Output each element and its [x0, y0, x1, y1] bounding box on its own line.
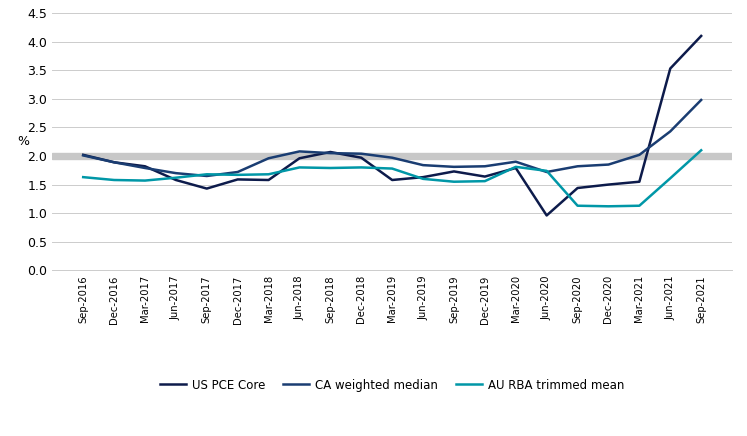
AU RBA trimmed mean [357, 165, 366, 170]
Line: AU RBA trimmed mean: AU RBA trimmed mean [83, 150, 701, 206]
CA weighted median [295, 149, 304, 154]
US PCE Core [171, 177, 180, 183]
CA weighted median [357, 151, 366, 157]
AU RBA trimmed mean [326, 165, 335, 170]
US PCE Core [511, 165, 520, 170]
CA weighted median [480, 164, 489, 169]
CA weighted median [418, 163, 427, 168]
AU RBA trimmed mean [388, 166, 397, 171]
CA weighted median [202, 174, 211, 179]
AU RBA trimmed mean [78, 174, 87, 180]
CA weighted median [171, 170, 180, 176]
Y-axis label: %: % [17, 135, 29, 148]
CA weighted median [511, 159, 520, 164]
CA weighted median [542, 169, 551, 174]
US PCE Core [666, 66, 675, 71]
CA weighted median [110, 160, 119, 165]
US PCE Core [140, 164, 149, 169]
AU RBA trimmed mean [202, 172, 211, 177]
AU RBA trimmed mean [110, 177, 119, 183]
AU RBA trimmed mean [542, 168, 551, 174]
CA weighted median [573, 164, 582, 169]
AU RBA trimmed mean [511, 164, 520, 170]
CA weighted median [78, 153, 87, 158]
CA weighted median [388, 155, 397, 160]
CA weighted median [666, 129, 675, 134]
US PCE Core [295, 156, 304, 161]
US PCE Core [388, 177, 397, 183]
AU RBA trimmed mean [295, 165, 304, 170]
US PCE Core [635, 179, 644, 184]
CA weighted median [604, 162, 613, 167]
AU RBA trimmed mean [264, 172, 273, 177]
AU RBA trimmed mean [418, 176, 427, 181]
AU RBA trimmed mean [140, 178, 149, 183]
AU RBA trimmed mean [635, 203, 644, 208]
AU RBA trimmed mean [450, 179, 459, 184]
US PCE Core [573, 185, 582, 191]
US PCE Core [418, 174, 427, 180]
US PCE Core [542, 213, 551, 218]
CA weighted median [233, 169, 242, 174]
AU RBA trimmed mean [480, 178, 489, 184]
US PCE Core [110, 160, 119, 165]
AU RBA trimmed mean [697, 148, 706, 153]
US PCE Core [233, 177, 242, 182]
US PCE Core [326, 150, 335, 155]
CA weighted median [450, 164, 459, 170]
US PCE Core [604, 182, 613, 187]
US PCE Core [450, 169, 459, 174]
US PCE Core [202, 186, 211, 191]
US PCE Core [697, 33, 706, 38]
US PCE Core [357, 155, 366, 160]
CA weighted median [697, 97, 706, 102]
CA weighted median [264, 156, 273, 161]
AU RBA trimmed mean [604, 204, 613, 209]
Bar [52, 153, 732, 159]
Line: US PCE Core: US PCE Core [83, 36, 701, 215]
Line: CA weighted median: CA weighted median [83, 100, 701, 176]
AU RBA trimmed mean [171, 175, 180, 181]
AU RBA trimmed mean [666, 176, 675, 181]
US PCE Core [78, 152, 87, 157]
AU RBA trimmed mean [233, 172, 242, 177]
CA weighted median [326, 150, 335, 156]
CA weighted median [140, 165, 149, 170]
CA weighted median [635, 152, 644, 157]
US PCE Core [264, 177, 273, 183]
US PCE Core [480, 174, 489, 179]
Legend: US PCE Core, CA weighted median, AU RBA trimmed mean: US PCE Core, CA weighted median, AU RBA … [155, 374, 629, 396]
AU RBA trimmed mean [573, 203, 582, 208]
